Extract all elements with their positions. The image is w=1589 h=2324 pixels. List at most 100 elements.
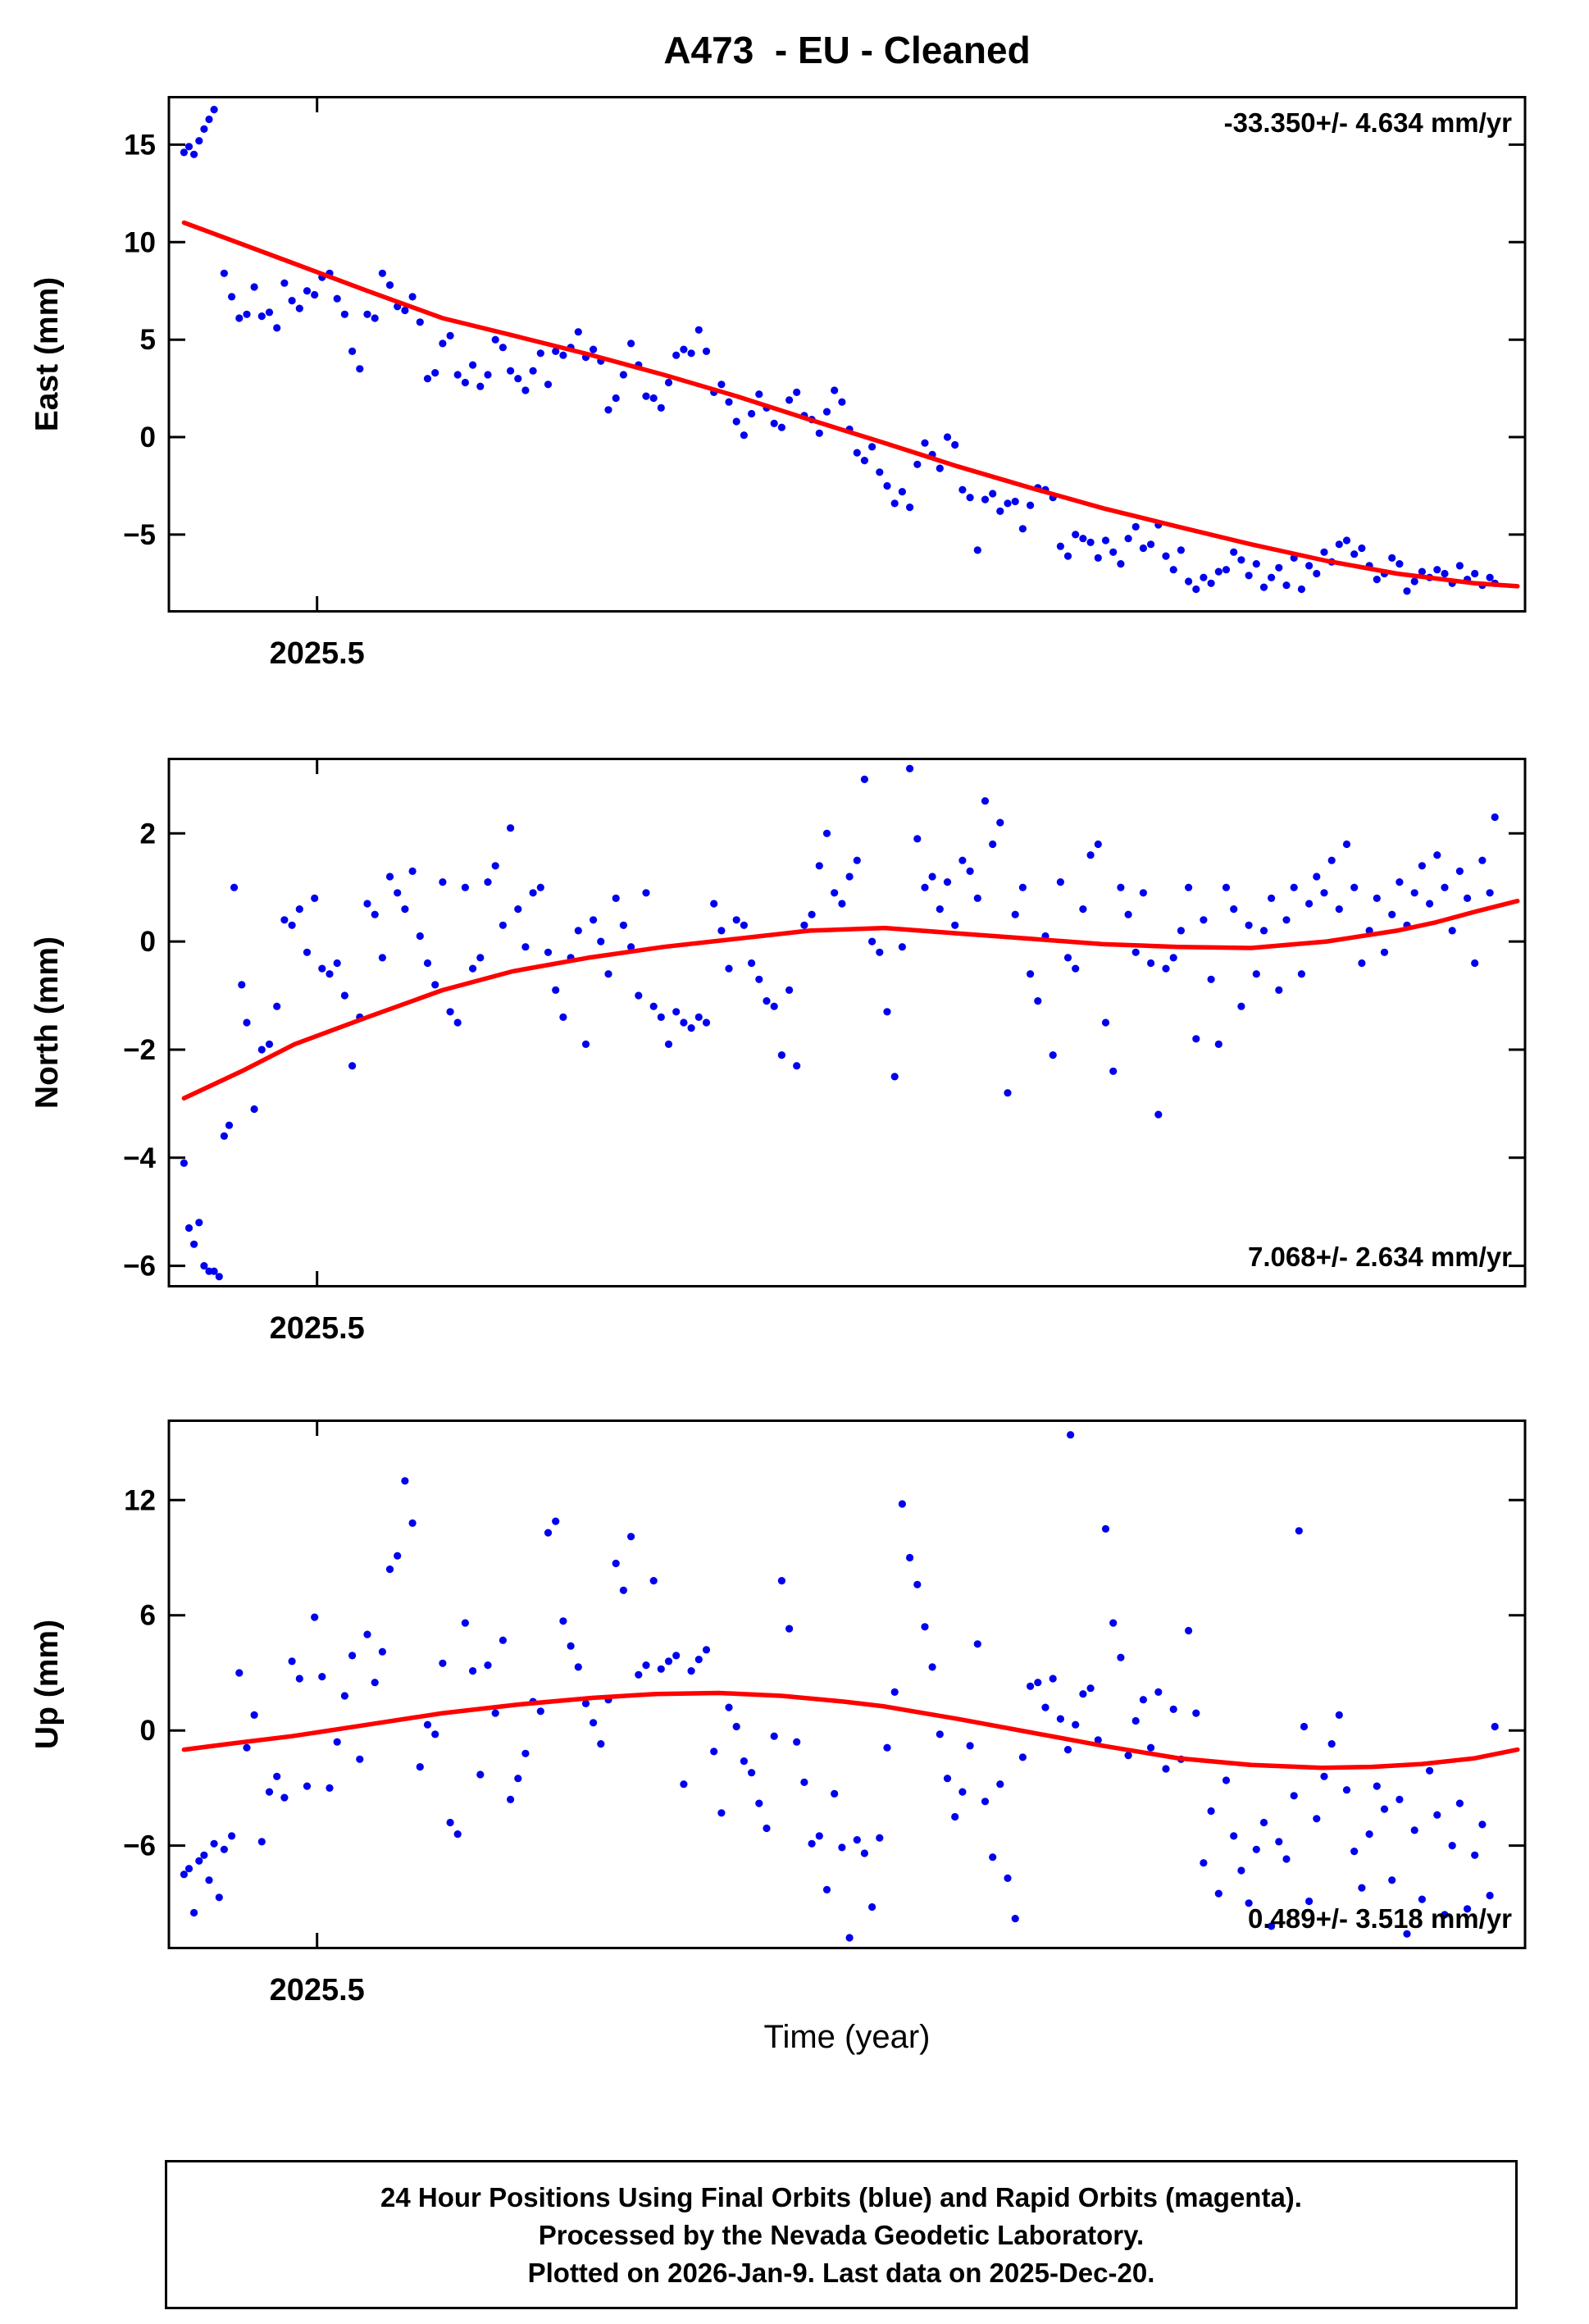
data-point (348, 1652, 357, 1660)
data-point (408, 867, 417, 875)
data-point (484, 371, 492, 379)
data-point (913, 460, 922, 468)
data-point (1297, 585, 1305, 594)
data-point (815, 429, 823, 437)
y-axis-title: Up (mm) (30, 1620, 65, 1749)
data-point (378, 954, 386, 962)
data-point (702, 1646, 711, 1654)
data-point (943, 433, 952, 441)
data-point (1245, 572, 1253, 580)
data-point (642, 392, 650, 400)
data-point (649, 1002, 658, 1010)
data-point (230, 883, 239, 891)
data-point (1320, 1772, 1328, 1780)
data-point (717, 927, 726, 935)
data-point (333, 294, 341, 303)
data-point (250, 283, 258, 291)
data-point (951, 921, 959, 929)
data-point (973, 894, 981, 902)
data-point (1335, 905, 1343, 914)
data-point (394, 1552, 402, 1560)
data-point (763, 997, 771, 1005)
data-point (1079, 905, 1087, 914)
data-point (958, 1788, 967, 1796)
data-point (581, 1040, 590, 1048)
data-point (845, 873, 854, 881)
data-point (1094, 840, 1102, 849)
data-point (1067, 1431, 1075, 1439)
data-point (326, 970, 334, 978)
data-point (1200, 916, 1208, 924)
data-point (1086, 538, 1095, 547)
data-point (1350, 550, 1359, 558)
data-point (1395, 1795, 1404, 1803)
data-point (401, 1477, 409, 1485)
data-point (431, 981, 439, 989)
data-point (311, 290, 319, 299)
data-point (1056, 878, 1064, 886)
data-point (890, 1688, 899, 1696)
data-point (702, 1018, 711, 1027)
data-point (1342, 536, 1351, 545)
data-point (1455, 1799, 1464, 1807)
data-point (1327, 1740, 1336, 1748)
data-point (853, 449, 861, 457)
data-point (469, 361, 477, 369)
data-point (536, 1707, 544, 1716)
data-point (868, 937, 876, 946)
data-point (1290, 1792, 1298, 1800)
data-point (717, 1809, 726, 1817)
data-point (763, 1824, 771, 1833)
data-point (190, 1240, 198, 1248)
data-point (1305, 900, 1314, 908)
data-point (243, 1743, 251, 1752)
data-point (1373, 1782, 1381, 1790)
data-point (243, 1018, 251, 1027)
data-point (1207, 579, 1215, 587)
data-point (318, 1673, 326, 1681)
plot-frame (167, 758, 1527, 1287)
data-point (356, 365, 364, 373)
data-point (200, 1851, 208, 1859)
data-point (536, 349, 544, 358)
data-point (363, 1630, 371, 1638)
data-point (649, 394, 658, 403)
data-point (1320, 548, 1328, 556)
data-point (936, 905, 944, 914)
data-point (408, 293, 417, 301)
up-panel: 12 6 0 −6 2025.5 Up (mm) 0.489+/- 3.518 mm/yr (30, 1419, 1527, 2007)
data-point (898, 1500, 906, 1508)
data-point (1041, 1703, 1049, 1711)
data-point (732, 1722, 740, 1731)
data-point (200, 125, 208, 133)
data-point (604, 406, 612, 414)
data-point (694, 326, 703, 334)
data-point (838, 398, 846, 406)
data-point (491, 1709, 499, 1717)
data-point (740, 1757, 749, 1766)
data-point (552, 986, 560, 994)
data-point (672, 1652, 681, 1660)
data-point (356, 1755, 364, 1763)
data-point (1131, 1716, 1140, 1725)
data-point (544, 948, 553, 956)
data-point (1373, 576, 1381, 584)
data-point (340, 991, 348, 1000)
data-point (1169, 954, 1177, 962)
data-point (928, 873, 936, 881)
data-point (1448, 927, 1456, 935)
data-point (1237, 1866, 1245, 1875)
data-point (552, 1517, 560, 1525)
data-point (1147, 1743, 1155, 1752)
data-point (1094, 1736, 1102, 1744)
data-point (883, 481, 891, 490)
data-point (423, 1720, 432, 1729)
data-point (740, 921, 749, 929)
data-point (574, 1663, 582, 1671)
data-point (1101, 536, 1110, 545)
data-point (1004, 499, 1012, 508)
data-point (461, 883, 470, 891)
data-point (1335, 1711, 1343, 1719)
data-point (243, 310, 251, 318)
data-point (793, 1738, 801, 1746)
